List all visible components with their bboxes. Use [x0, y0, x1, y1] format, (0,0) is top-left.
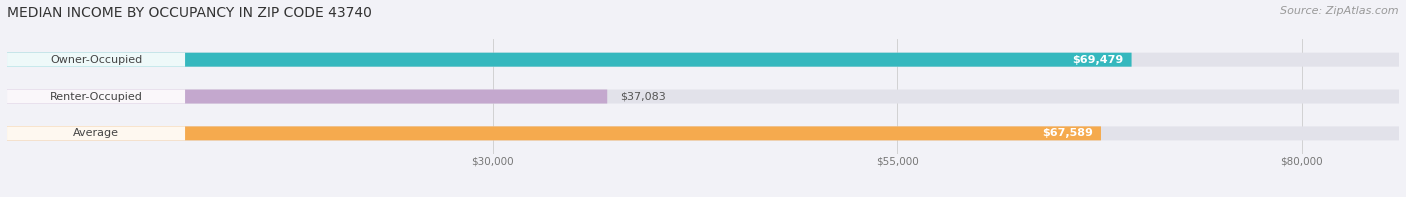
- FancyBboxPatch shape: [7, 53, 186, 67]
- FancyBboxPatch shape: [7, 89, 607, 104]
- FancyBboxPatch shape: [7, 53, 1132, 67]
- FancyBboxPatch shape: [7, 89, 1399, 104]
- Text: Source: ZipAtlas.com: Source: ZipAtlas.com: [1281, 6, 1399, 16]
- FancyBboxPatch shape: [7, 126, 1399, 140]
- Text: $69,479: $69,479: [1073, 55, 1123, 65]
- FancyBboxPatch shape: [7, 126, 1101, 140]
- Text: Average: Average: [73, 128, 120, 138]
- Text: Renter-Occupied: Renter-Occupied: [49, 92, 142, 101]
- Text: MEDIAN INCOME BY OCCUPANCY IN ZIP CODE 43740: MEDIAN INCOME BY OCCUPANCY IN ZIP CODE 4…: [7, 6, 373, 20]
- Text: $67,589: $67,589: [1042, 128, 1092, 138]
- FancyBboxPatch shape: [7, 89, 186, 104]
- Text: $37,083: $37,083: [620, 92, 666, 101]
- Text: Owner-Occupied: Owner-Occupied: [51, 55, 142, 65]
- FancyBboxPatch shape: [7, 53, 1399, 67]
- FancyBboxPatch shape: [7, 126, 186, 140]
